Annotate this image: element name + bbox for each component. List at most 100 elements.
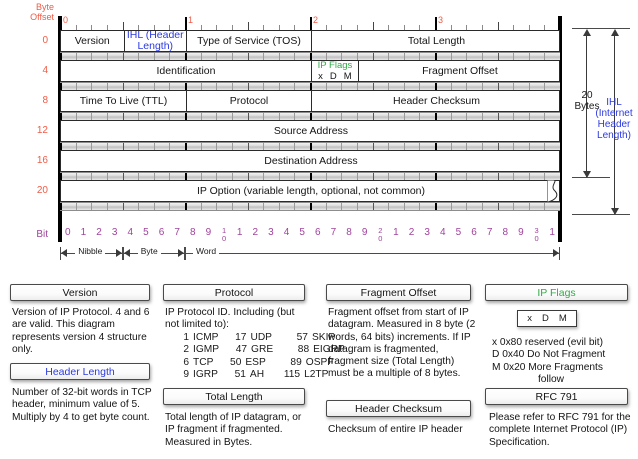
tick (481, 203, 483, 210)
ruler-tick (185, 17, 187, 30)
bit-number-4: 4 (127, 227, 134, 238)
header-row-0: Version IHL (Header Length) Type of Servic… (60, 30, 560, 52)
tick (185, 83, 187, 90)
tick (450, 53, 452, 60)
tick (263, 53, 265, 60)
tick (138, 173, 140, 180)
byte-offset-20: 20 (36, 185, 48, 196)
tick (185, 203, 187, 210)
tick (372, 173, 374, 180)
tick (497, 113, 499, 120)
ruler-tick (278, 25, 280, 30)
tick (528, 143, 530, 150)
tick (481, 143, 483, 150)
tick (325, 203, 327, 210)
field-label: Fragment Offset (422, 64, 498, 77)
tick (513, 173, 515, 180)
tick (122, 143, 124, 150)
tick (372, 53, 374, 60)
tick (263, 113, 265, 120)
bit-number-5: 5 (143, 227, 149, 238)
tick (419, 83, 421, 90)
ruler-tick (435, 17, 437, 30)
tick (435, 113, 437, 120)
bit-number-16: 6 (315, 227, 321, 238)
ruler-tick (200, 25, 202, 30)
bit-number-31: 1 (549, 227, 555, 238)
tick (278, 53, 280, 60)
tick (231, 53, 233, 60)
tick (216, 83, 218, 90)
bit-number-ones: 0 (221, 234, 227, 243)
legend-title-ip-flags: IP Flags (485, 284, 628, 301)
tick (481, 83, 483, 90)
protocol-number: 88 (297, 344, 310, 356)
tick (169, 53, 171, 60)
tick (403, 53, 405, 60)
protocol-name: IGRP (193, 368, 218, 380)
byte-number-0: 0 (63, 15, 69, 25)
legend-body-total-length: Total length of IP datagram, or IP fragm… (165, 412, 302, 448)
tick (247, 83, 249, 90)
bit-ruler-label: Bit (36, 229, 48, 240)
header-row-1: Identification IP Flags x D M Fragment Offset (60, 60, 560, 82)
tick (450, 173, 452, 180)
tick (169, 173, 171, 180)
tick (403, 203, 405, 210)
field-ip-option-variable-length-optional-not-common: IP Option (variable length, optional, no… (61, 181, 561, 201)
tick (435, 203, 437, 210)
tick (528, 83, 530, 90)
measure-label: Byte (137, 246, 161, 257)
protocol-row: 2 IGMP 47 GRE 88 EIGRP (172, 344, 345, 356)
tick (466, 203, 468, 210)
ruler-tick (169, 25, 171, 30)
protocol-row: 9 IGRP 51 AH 115 L2TP (172, 368, 328, 381)
measure-word: Word (185, 245, 560, 261)
tick (341, 113, 343, 120)
ruler-tick (372, 22, 374, 30)
bit-number-3: 3 (111, 227, 118, 238)
byte-number-1: 1 (188, 15, 194, 25)
tick (403, 83, 405, 90)
bit-number-13: 3 (268, 227, 274, 238)
tick (560, 203, 562, 210)
bit-number-19: 9 (361, 227, 368, 238)
tick (60, 53, 62, 60)
protocol-number: 6 (183, 356, 189, 368)
tick (200, 113, 202, 120)
field-time-to-live-ttl: Time To Live (TTL) (61, 91, 186, 111)
ruler-tick (544, 25, 546, 30)
legend-body-header-checksum: Checksum of entire IP header (328, 424, 463, 435)
legend-title-protocol: Protocol (163, 284, 305, 301)
protocol-row: 6 TCP 50 ESP 89 OSPF (172, 356, 333, 369)
tick (185, 173, 187, 180)
tick (528, 113, 530, 120)
measure-label: Nibble (75, 246, 106, 257)
protocol-name: SKIP (311, 332, 336, 343)
bit-number-tens: 2 (378, 226, 383, 235)
tick (263, 173, 265, 180)
tick (341, 83, 343, 90)
tick (278, 203, 280, 210)
tick (513, 113, 515, 120)
tick (310, 173, 312, 180)
field-label: Total Length (407, 34, 466, 47)
tick (388, 53, 390, 60)
tick (60, 203, 62, 210)
bit-number-tens: 3 (534, 226, 539, 235)
tick (497, 203, 499, 210)
ihl-label: IHL (Internet Header Length) (595, 97, 633, 141)
tick (278, 173, 280, 180)
right-rail (558, 16, 562, 242)
tick (481, 173, 483, 180)
ruler-tick (403, 25, 405, 30)
tick (75, 113, 77, 120)
field-label: IP Option (variable length, optional, no… (196, 184, 426, 197)
tick (528, 173, 530, 180)
tick (450, 83, 452, 90)
tick (310, 143, 312, 150)
tick (372, 113, 374, 120)
flag-chip-D: D (541, 313, 549, 324)
tick (481, 53, 483, 60)
